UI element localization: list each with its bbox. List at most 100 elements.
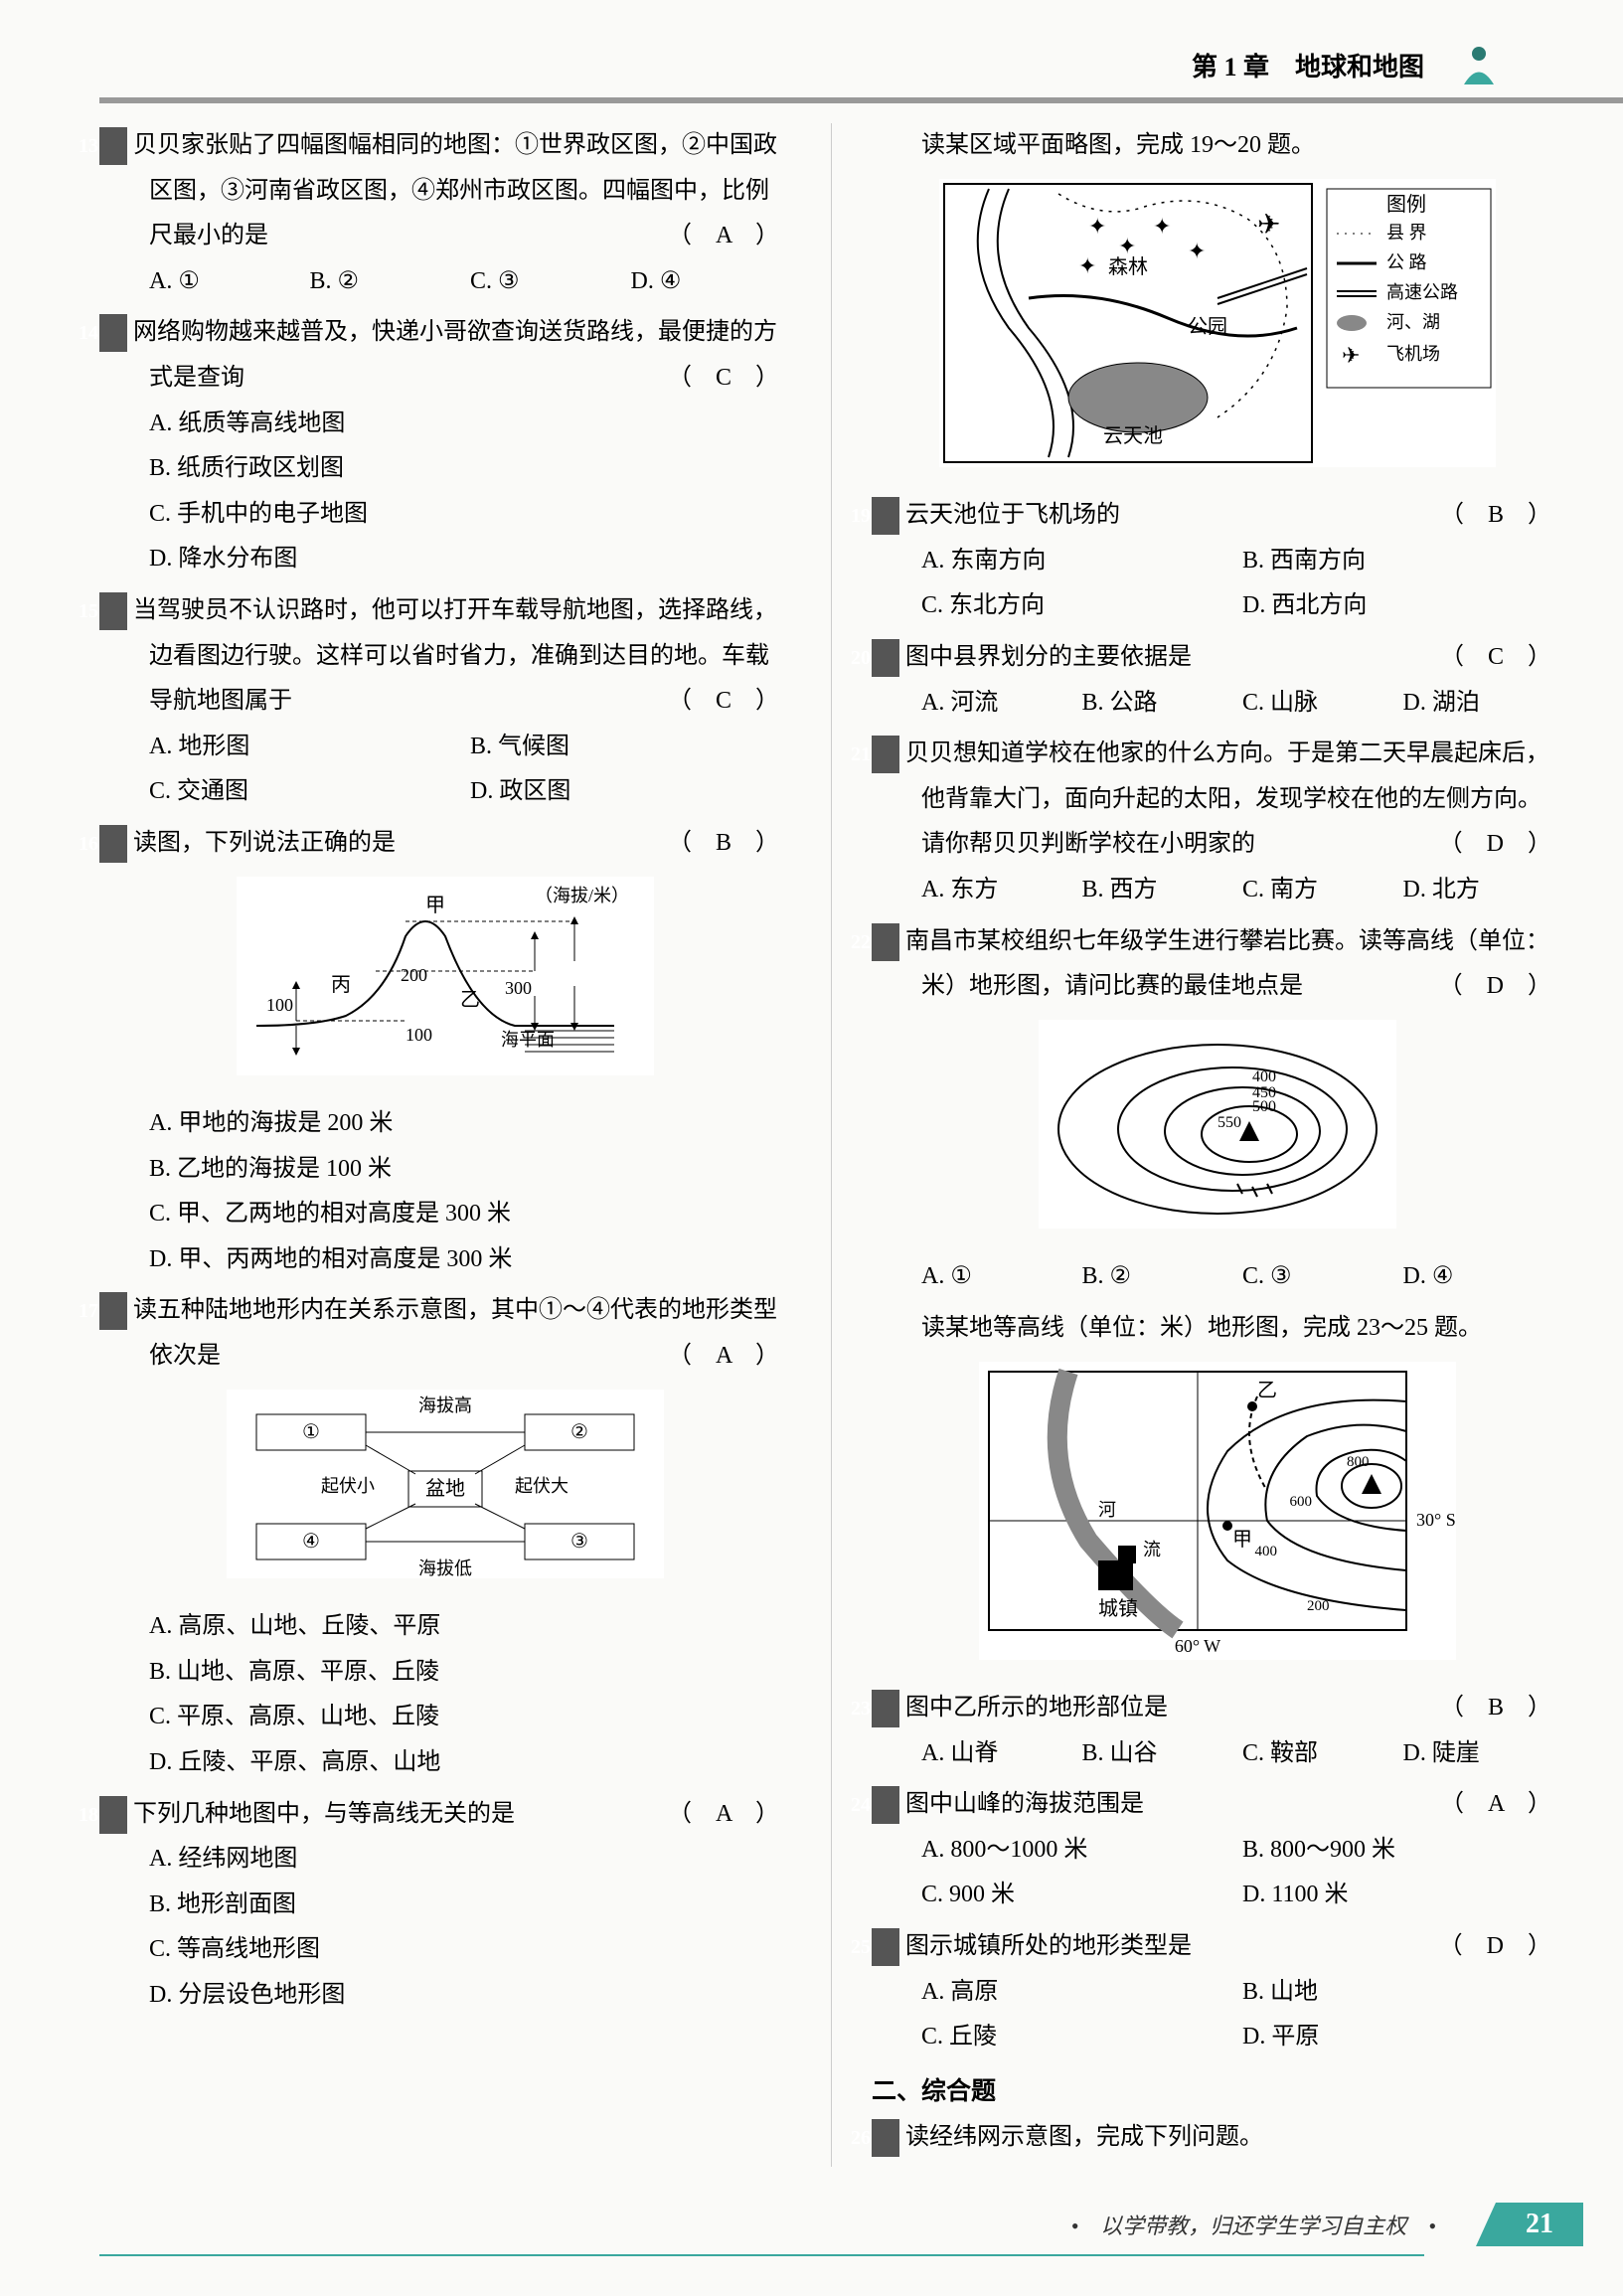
logo-icon [1454,40,1504,89]
q23-number: 23 [872,1690,899,1727]
q25-options: A. 高原 B. 山地 C. 丘陵 D. 平原 [872,1970,1563,2060]
q19-text: 云天池位于飞机场的 [905,502,1120,528]
svg-text:400: 400 [1255,1544,1278,1559]
question-17: 17读五种陆地地形内在关系示意图，其中①～④代表的地形类型依次是 （ A ） [99,1288,791,1785]
q20-answer: （ C ） [1490,635,1553,681]
svg-text:600: 600 [1290,1494,1313,1510]
q21-options: A. 东方 B. 西方 C. 南方 D. 北方 [872,868,1563,913]
q17-answer: （ A ） [718,1334,781,1380]
svg-text:海平面: 海平面 [501,1030,555,1050]
svg-text:河: 河 [1098,1500,1116,1520]
q24-text: 图中山峰的海拔范围是 [905,1791,1144,1817]
svg-text:起伏大: 起伏大 [515,1476,568,1496]
question-18: 18下列几种地图中，与等高线无关的是 （ A ） A. 经纬网地图 B. 地形剖… [99,1792,791,2019]
q24-options: A. 800～1000 米 B. 800～900 米 C. 900 米 D. 1… [872,1828,1563,1918]
footer-motto: • 以学带教，归还学生学习自主权 • [1071,2209,1436,2240]
svg-text:城镇: 城镇 [1098,1597,1138,1620]
q21-answer: （ D ） [1489,822,1553,868]
svg-text:③: ③ [570,1531,588,1553]
svg-text:②: ② [570,1421,588,1443]
q16-answer: （ B ） [718,821,781,867]
q23-text: 图中乙所示的地形部位是 [905,1695,1168,1721]
svg-text:✈: ✈ [1342,343,1360,368]
q24-number: 24 [872,1786,899,1824]
question-20: 20图中县界划分的主要依据是 （ C ） A. 河流 B. 公路 C. 山脉 D… [872,635,1563,726]
q25-answer: （ D ） [1489,1924,1553,1970]
q14-number: 14 [99,314,127,352]
q22-figure: 400 450 500 550 [872,1020,1563,1245]
question-13: 13贝贝家张贴了四幅图幅相同的地图：①世界政区图，②中国政区图，③河南省政区图，… [99,123,791,304]
q18-options: A. 经纬网地图 B. 地形剖面图 C. 等高线地形图 D. 分层设色地形图 [99,1837,791,2018]
svg-text:（海拔/米）: （海拔/米） [535,886,629,905]
svg-text:60° W: 60° W [1175,1636,1220,1656]
svg-text:✦: ✦ [1188,239,1206,263]
question-24: 24图中山峰的海拔范围是 （ A ） A. 800～1000 米 B. 800～… [872,1782,1563,1918]
q16-options: A. 甲地的海拔是 200 米 B. 乙地的海拔是 100 米 C. 甲、乙两地… [99,1101,791,1282]
question-19: 19云天池位于飞机场的 （ B ） A. 东南方向 B. 西南方向 C. 东北方… [872,493,1563,629]
svg-text:550: 550 [1217,1114,1241,1131]
svg-text:盆地: 盆地 [425,1477,465,1500]
svg-text:30° S: 30° S [1416,1510,1456,1530]
intro-19-20: 读某区域平面略图，完成 19～20 题。 [872,123,1563,169]
q24-answer: （ A ） [1490,1782,1553,1828]
question-14: 14网络购物越来越普及，快递小哥欲查询送货路线，最便捷的方式是查询 （ C ） … [99,310,791,582]
svg-text:300: 300 [505,978,532,998]
q25-number: 25 [872,1928,899,1966]
svg-text:乙: 乙 [460,989,480,1011]
svg-text:乙: 乙 [1257,1380,1277,1401]
question-23: 23图中乙所示的地形部位是 （ B ） A. 山脊 B. 山谷 C. 鞍部 D.… [872,1686,1563,1776]
q16-text: 读图，下列说法正确的是 [133,830,396,856]
question-15: 15当驾驶员不认识路时，他可以打开车载导航地图，选择路线，边看图边行驶。这样可以… [99,588,791,815]
page: 第 1 章 地球和地图 13贝贝家张贴了四幅图幅相同的地图：①世界政区图，②中国… [0,0,1623,2296]
q26-text: 读经纬网示意图，完成下列问题。 [905,2124,1263,2150]
q13-answer: （ A ） [718,214,781,259]
q25-text: 图示城镇所处的地形类型是 [905,1933,1192,1959]
svg-text:500: 500 [1252,1098,1276,1115]
svg-text:河、湖: 河、湖 [1386,312,1440,332]
svg-text:④: ④ [302,1531,320,1553]
svg-text:✦: ✦ [1118,234,1136,258]
svg-text:✦: ✦ [1078,253,1096,278]
q22-options: A. ① B. ② C. ③ D. ④ [872,1254,1563,1300]
svg-text:飞机场: 飞机场 [1386,344,1440,364]
q18-text: 下列几种地图中，与等高线无关的是 [133,1801,515,1827]
q19-number: 19 [872,497,899,535]
map-figure-2: 乙 甲 河 流 城镇 800 600 400 200 30° S 60° W [872,1362,1563,1677]
q15-number: 15 [99,592,127,630]
column-divider [831,123,832,2167]
q22-answer: （ D ） [1489,964,1553,1010]
question-22: 22南昌市某校组织七年级学生进行攀岩比赛。读等高线（单位：米）地形图，请问比赛的… [872,919,1563,1300]
q17-figure: ① ② ③ ④ 盆地 海拔高 海拔低 起伏小 起伏大 [99,1390,791,1595]
right-column: 读某区域平面略图，完成 19～20 题。 [872,123,1563,2167]
q23-answer: （ B ） [1490,1686,1553,1731]
question-25: 25图示城镇所处的地形类型是 （ D ） A. 高原 B. 山地 C. 丘陵 D… [872,1924,1563,2060]
q17-number: 17 [99,1292,127,1330]
content-columns: 13贝贝家张贴了四幅图幅相同的地图：①世界政区图，②中国政区图，③河南省政区图，… [99,123,1563,2167]
q15-options: A. 地形图 B. 气候图 C. 交通图 D. 政区图 [99,725,791,815]
svg-text:甲: 甲 [1232,1529,1252,1551]
svg-text:甲: 甲 [425,895,445,916]
q20-number: 20 [872,639,899,677]
page-number: 21 [1476,2203,1583,2246]
page-header: 第 1 章 地球和地图 [99,40,1563,89]
footer-bar [99,2254,1424,2256]
q15-answer: （ C ） [718,679,781,725]
q18-number: 18 [99,1796,127,1834]
svg-text:✦: ✦ [1153,214,1171,239]
q21-number: 21 [872,736,899,773]
svg-text:图例: 图例 [1386,193,1426,216]
svg-text:✈: ✈ [1257,210,1280,241]
q20-options: A. 河流 B. 公路 C. 山脉 D. 湖泊 [872,681,1563,727]
svg-text:200: 200 [401,965,427,985]
svg-text:流: 流 [1143,1540,1161,1559]
header-divider [99,97,1623,103]
svg-text:400: 400 [1252,1068,1276,1085]
svg-text:丙: 丙 [331,974,351,996]
svg-text:公 路: 公 路 [1386,252,1427,272]
map-figure-1: ✦✦✦ ✦✦ 森林 公园 云天池 ✈ 图例 县 界 公 路 [872,179,1563,484]
page-footer: • 以学带教，归还学生学习自主权 • 21 [0,2203,1623,2246]
question-26: 26读经纬网示意图，完成下列问题。 [872,2115,1563,2161]
svg-text:✦: ✦ [1088,214,1106,239]
q26-number: 26 [872,2119,899,2157]
q16-number: 16 [99,825,127,863]
